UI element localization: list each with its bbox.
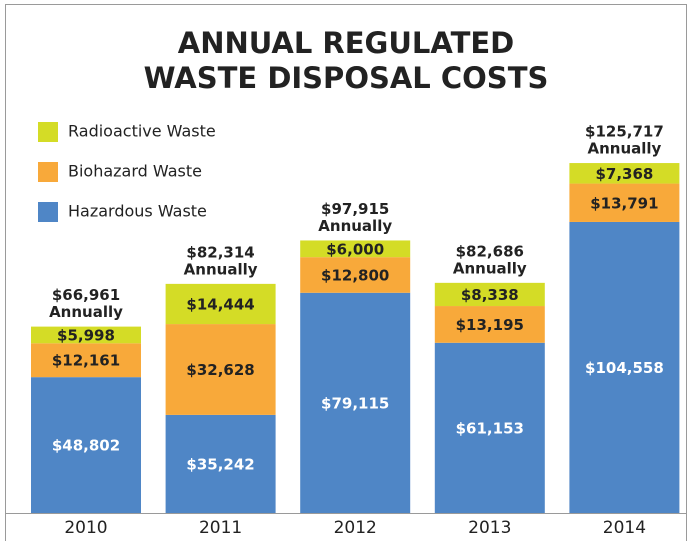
data-label: $12,161 [52, 352, 120, 370]
legend-label: Radioactive Waste [68, 122, 216, 141]
bar-segment [165, 324, 276, 415]
frame [5, 4, 687, 541]
legend-swatch [38, 122, 58, 142]
total-note: Annually [49, 303, 123, 321]
total-note: Annually [318, 217, 392, 235]
data-label: $7,368 [595, 165, 653, 183]
x-tick-label: 2012 [334, 518, 377, 538]
x-tick-label: 2014 [603, 518, 646, 538]
total-note: Annually [184, 260, 258, 278]
data-label: $79,115 [321, 394, 389, 412]
data-label: $104,558 [585, 359, 664, 377]
bar-segment [434, 306, 545, 343]
bar-segment [434, 282, 545, 307]
bar-segment [165, 414, 276, 513]
total-label: $82,686 [456, 242, 524, 260]
bar-segment [300, 257, 411, 293]
data-label: $61,153 [456, 419, 524, 437]
bar-segment [31, 377, 141, 513]
data-label: $48,802 [52, 437, 120, 455]
bar-segment [569, 221, 680, 513]
bar-segment [300, 240, 411, 258]
bar-segment [31, 326, 141, 344]
chart-title: WASTE DISPOSAL COSTS [144, 61, 549, 95]
bar-segment [165, 283, 276, 325]
data-label: $5,998 [57, 326, 115, 344]
total-note: Annually [453, 259, 527, 277]
data-label: $35,242 [186, 455, 254, 473]
legend-swatch [38, 162, 58, 182]
x-tick-label: 2013 [468, 518, 511, 538]
total-label: $66,961 [52, 286, 120, 304]
total-label: $82,314 [186, 243, 254, 261]
bar-segment [300, 292, 411, 513]
data-label: $6,000 [326, 240, 384, 258]
data-label: $13,195 [456, 316, 524, 334]
bar-segment [569, 163, 680, 184]
legend-label: Biohazard Waste [68, 162, 202, 181]
legend-label: Hazardous Waste [68, 202, 207, 221]
total-label: $97,915 [321, 200, 389, 218]
data-label: $14,444 [186, 295, 254, 313]
x-tick-label: 2011 [199, 518, 242, 538]
legend-swatch [38, 202, 58, 222]
data-label: $8,338 [461, 286, 519, 304]
total-label: $125,717 [585, 123, 664, 141]
data-label: $12,800 [321, 266, 389, 284]
total-note: Annually [587, 140, 661, 158]
bar-segment [434, 342, 545, 513]
data-label: $32,628 [186, 361, 254, 379]
bar-segment [569, 183, 680, 222]
x-tick-label: 2010 [64, 518, 107, 538]
data-label: $13,791 [590, 194, 658, 212]
bar-segment [31, 343, 141, 378]
chart-title: ANNUAL REGULATED [178, 26, 515, 60]
